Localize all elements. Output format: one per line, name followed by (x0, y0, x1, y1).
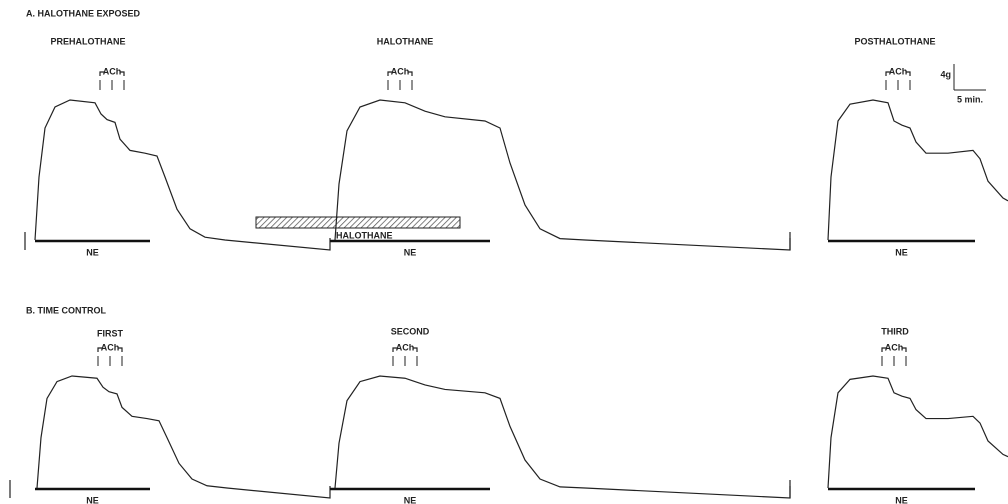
force-trace (9, 375, 331, 499)
ach-bracket (97, 347, 123, 352)
stimulus-label: ACh (101, 342, 120, 352)
force-trace (334, 99, 791, 251)
panel-label: A. HALOTHANE EXPOSED (26, 8, 141, 18)
agonist-label: NE (404, 495, 417, 504)
stimulus-label: ACh (396, 342, 415, 352)
ach-bracket (387, 71, 413, 76)
panel-label: B. TIME CONTROL (26, 305, 106, 315)
segment-title: PREHALOTHANE (50, 36, 125, 46)
scale-force-label: 4g (940, 69, 951, 79)
scale-time-label: 5 min. (957, 94, 983, 104)
force-trace (334, 375, 791, 499)
stimulus-label: ACh (103, 66, 122, 76)
ach-bracket (99, 71, 125, 76)
halothane-exposure-bar (255, 216, 461, 229)
segment-title: HALOTHANE (377, 36, 434, 46)
segment-title: THIRD (881, 326, 909, 336)
force-trace (24, 99, 331, 251)
ach-bracket (392, 347, 418, 352)
stimulus-label: ACh (885, 342, 904, 352)
agonist-label: NE (404, 247, 417, 257)
ach-bracket (881, 347, 907, 352)
stimulus-label: ACh (889, 66, 908, 76)
traces: NE ACh NE ACh NE ACh NE ACh NE ACh NE ACh (9, 66, 1008, 504)
force-trace (789, 375, 1008, 498)
agonist-label: NE (895, 247, 908, 257)
segment-title: FIRST (97, 328, 124, 338)
segment-title: SECOND (391, 326, 430, 336)
agonist-label: NE (86, 247, 99, 257)
stimulus-label: ACh (391, 66, 410, 76)
force-trace (789, 99, 1008, 250)
exposure-label: HALOTHANE (336, 230, 393, 240)
agonist-label: NE (895, 495, 908, 504)
ach-bracket (885, 71, 911, 76)
agonist-label: NE (86, 495, 99, 504)
segment-title: POSTHALOTHANE (855, 36, 936, 46)
